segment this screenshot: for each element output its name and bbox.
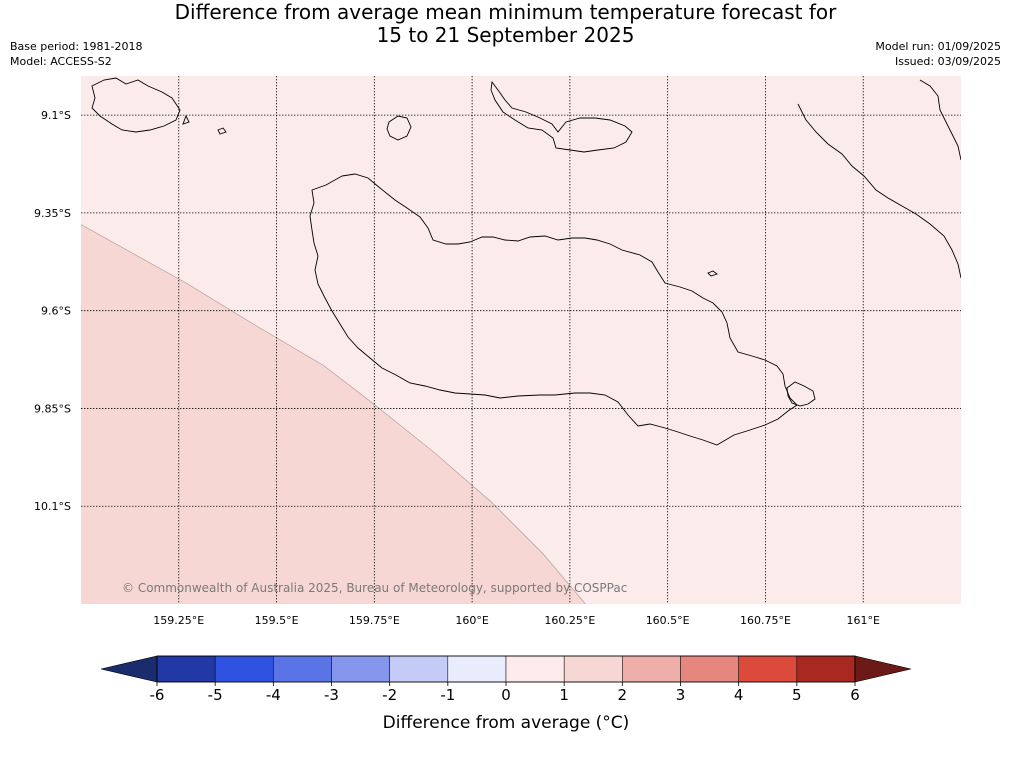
colorbar-swatch [738, 655, 798, 683]
lat-tick-label: 9.85°S [34, 402, 71, 415]
coastline-savo [386, 115, 412, 141]
colorbar-tick-label: 4 [734, 686, 744, 704]
lon-tick-label: 159.5°E [255, 614, 299, 627]
band-boundary-line [81, 224, 586, 604]
colorbar-tick-label: -3 [324, 686, 339, 704]
colorbar-swatch [505, 655, 565, 683]
colorbar-swatch [331, 655, 390, 683]
colorbar-tick-labels: -6 -5 -4 -3 -2 -1 0 1 2 3 4 5 6 [150, 682, 860, 704]
coastline-florida-east [490, 80, 633, 153]
lon-tick-label: 160°E [455, 614, 488, 627]
lat-tick-label: 9.6°S [41, 305, 71, 318]
model-run-text: Model run: 01/09/2025 [875, 40, 1001, 53]
coastline-small-rock-1 [217, 127, 227, 135]
coastlines [91, 77, 961, 446]
lat-tick-label: 9.1°S [41, 109, 71, 122]
chart-title-line-2: 15 to 21 September 2025 [376, 23, 635, 47]
colorbar-tick-label: 3 [676, 686, 686, 704]
colorbar-swatch [389, 655, 449, 683]
colorbar-swatch [796, 655, 856, 683]
coastline-east-islet [786, 381, 816, 407]
colorbar-tick-label: -1 [440, 686, 455, 704]
colorbar-tick-label: 0 [501, 686, 511, 704]
colorbar-tick-label: -4 [266, 686, 281, 704]
colorbar-tick-label: 6 [850, 686, 860, 704]
issued-text: Issued: 03/09/2025 [894, 55, 1001, 68]
copyright-text: © Commonwealth of Australia 2025, Bureau… [122, 581, 627, 595]
colorbar-swatch [447, 655, 507, 683]
lat-tick-labels: 9.1°S 9.35°S 9.6°S 9.85°S 10.1°S [34, 109, 71, 513]
lon-tick-label: 160.5°E [646, 614, 690, 627]
chart-title-line-1: Difference from average mean minimum tem… [174, 0, 837, 24]
lon-tick-label: 161°E [846, 614, 879, 627]
model-text: Model: ACCESS-S2 [10, 55, 112, 68]
colorbar-swatch [622, 655, 681, 683]
lat-tick-label: 9.35°S [34, 207, 71, 220]
coastline-malaita [797, 103, 961, 279]
colorbar-swatch [214, 655, 274, 683]
colorbar-under-arrow [100, 655, 158, 683]
colorbar-tick-label: -6 [150, 686, 165, 704]
coastline-northeast-islets [919, 79, 961, 161]
gridlines [81, 76, 961, 604]
lon-tick-label: 159.75°E [349, 614, 400, 627]
colorbar-swatch [680, 655, 739, 683]
lon-tick-label: 160.25°E [544, 614, 595, 627]
lat-tick-label: 10.1°S [34, 500, 71, 513]
colorbar-tick-label: 5 [792, 686, 802, 704]
colorbar-swatch [273, 655, 332, 683]
coastline-guadalcanal [309, 173, 798, 446]
lon-tick-labels: 159.25°E 159.5°E 159.75°E 160°E 160.25°E 160.… [153, 614, 880, 627]
colorbar-tick-label: -5 [208, 686, 223, 704]
colorbar-swatch [156, 655, 216, 683]
coastline-small-rock-2 [182, 114, 190, 125]
coastline-florida-west [91, 77, 181, 133]
base-period-text: Base period: 1981-2018 [10, 40, 143, 53]
colorbar-title: Difference from average (°C) [383, 713, 630, 733]
colorbar-swatch [563, 655, 623, 683]
lon-tick-label: 159.25°E [153, 614, 204, 627]
map-band-1-to-2 [81, 224, 586, 604]
colorbar [100, 655, 912, 683]
colorbar-over-arrow [854, 655, 912, 683]
colorbar-tick-label: 1 [559, 686, 569, 704]
lon-tick-label: 160.75°E [740, 614, 791, 627]
colorbar-tick-label: -2 [382, 686, 397, 704]
coastline-small-islet [707, 270, 718, 277]
colorbar-tick-label: 2 [618, 686, 628, 704]
